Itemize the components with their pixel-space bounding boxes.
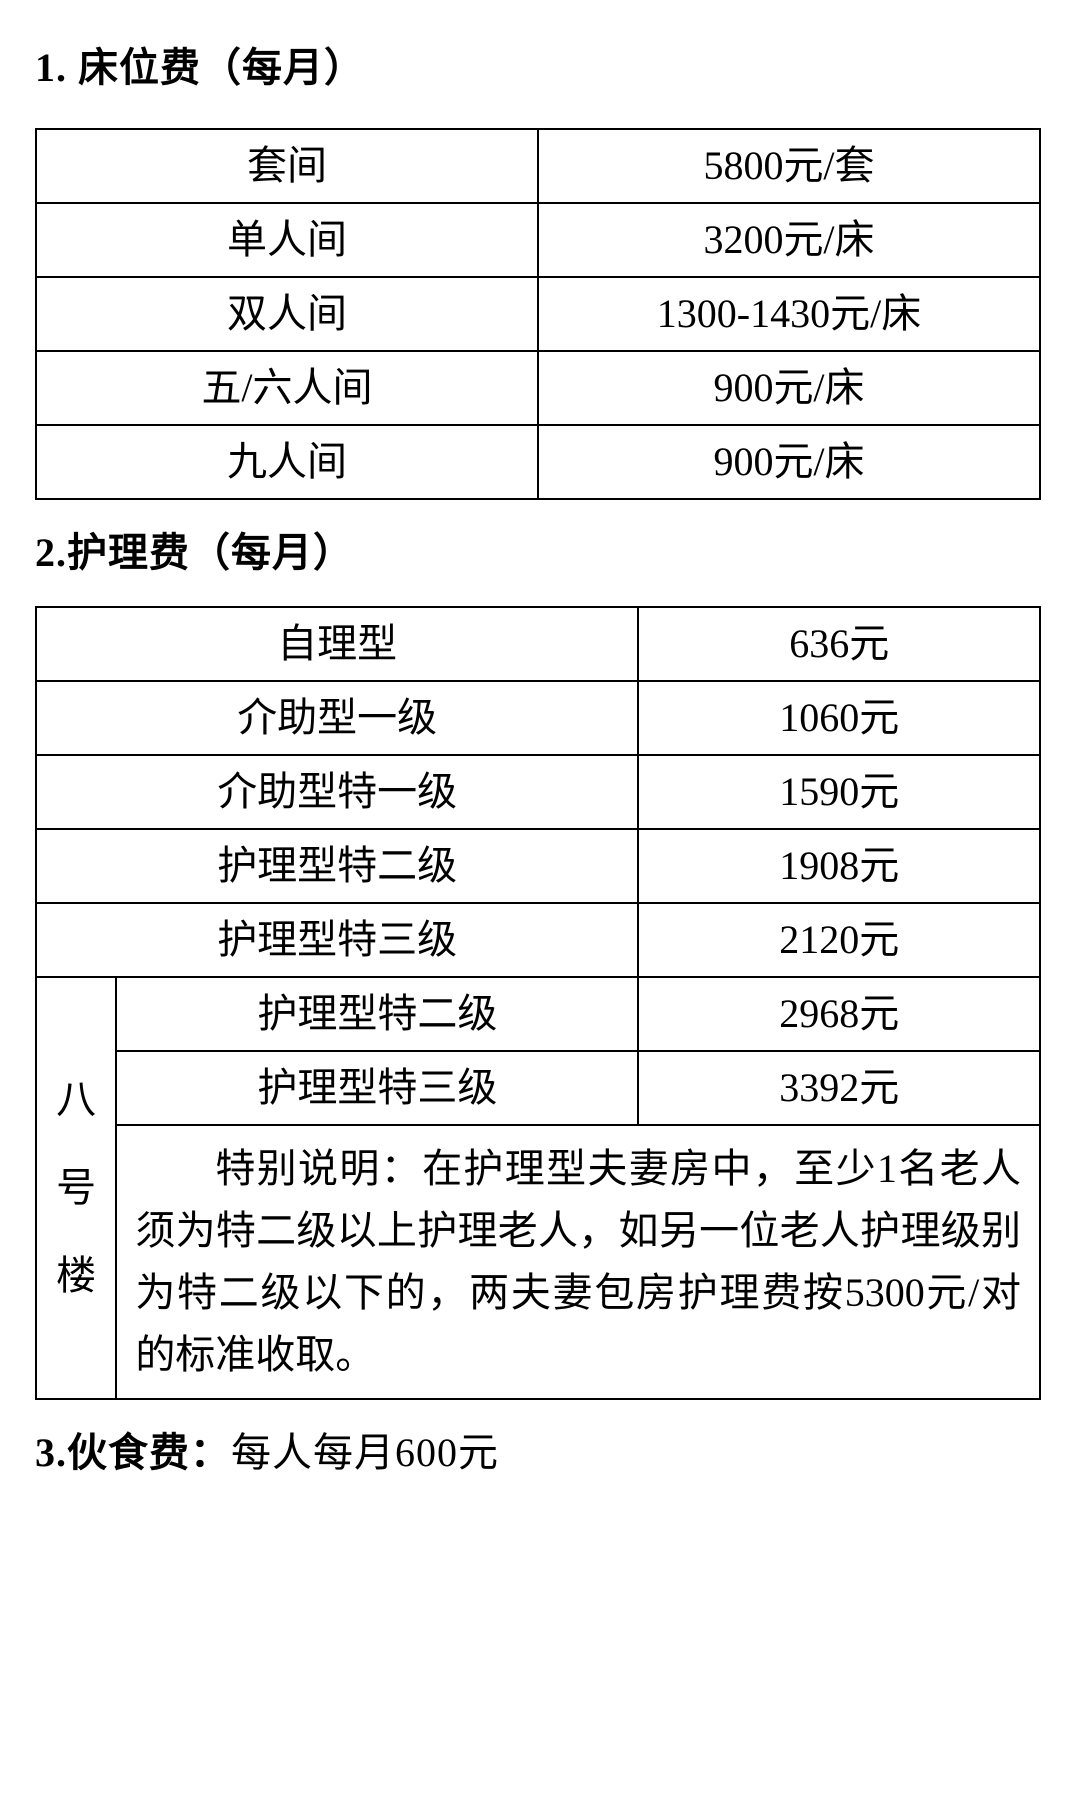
table-row: 介助型一级 1060元 (36, 681, 1040, 755)
table-row: 九人间 900元/床 (36, 425, 1040, 499)
table-row: 套间 5800元/套 (36, 129, 1040, 203)
section1-heading: 1. 床位费（每月） (35, 35, 1041, 93)
bed-fee-table: 套间 5800元/套 单人间 3200元/床 双人间 1300-1430元/床 … (35, 128, 1041, 500)
table-row: 特别说明：在护理型夫妻房中，至少1名老人须为特二级以上护理老人，如另一位老人护理… (36, 1125, 1040, 1399)
care-type-cell: 介助型特一级 (36, 755, 638, 829)
care-type-cell: 护理型特三级 (36, 903, 638, 977)
table-row: 五/六人间 900元/床 (36, 351, 1040, 425)
care-price-cell: 3392元 (638, 1051, 1040, 1125)
special-note-cell: 特别说明：在护理型夫妻房中，至少1名老人须为特二级以上护理老人，如另一位老人护理… (116, 1125, 1040, 1399)
table-row: 护理型特二级 1908元 (36, 829, 1040, 903)
section3-text: 每人每月600元 (231, 1430, 499, 1475)
table-row: 八号楼 护理型特二级 2968元 (36, 977, 1040, 1051)
care-price-cell: 1590元 (638, 755, 1040, 829)
room-price-cell: 900元/床 (538, 351, 1040, 425)
table-row: 双人间 1300-1430元/床 (36, 277, 1040, 351)
care-type-cell: 自理型 (36, 607, 638, 681)
room-type-cell: 单人间 (36, 203, 538, 277)
table-row: 单人间 3200元/床 (36, 203, 1040, 277)
table-row: 自理型 636元 (36, 607, 1040, 681)
care-fee-table: 自理型 636元 介助型一级 1060元 介助型特一级 1590元 护理型特二级… (35, 606, 1041, 1400)
room-price-cell: 3200元/床 (538, 203, 1040, 277)
care-type-cell: 护理型特二级 (36, 829, 638, 903)
room-type-cell: 五/六人间 (36, 351, 538, 425)
building-label-cell: 八号楼 (36, 977, 116, 1399)
room-price-cell: 1300-1430元/床 (538, 277, 1040, 351)
care-type-cell: 护理型特三级 (116, 1051, 638, 1125)
section3-label: 3.伙食费： (35, 1430, 231, 1475)
care-price-cell: 636元 (638, 607, 1040, 681)
room-type-cell: 套间 (36, 129, 538, 203)
care-price-cell: 1908元 (638, 829, 1040, 903)
room-price-cell: 5800元/套 (538, 129, 1040, 203)
care-price-cell: 2968元 (638, 977, 1040, 1051)
care-type-cell: 护理型特二级 (116, 977, 638, 1051)
room-price-cell: 900元/床 (538, 425, 1040, 499)
table-row: 护理型特三级 3392元 (36, 1051, 1040, 1125)
table-row: 介助型特一级 1590元 (36, 755, 1040, 829)
care-price-cell: 2120元 (638, 903, 1040, 977)
room-type-cell: 九人间 (36, 425, 538, 499)
care-price-cell: 1060元 (638, 681, 1040, 755)
section2-heading: 2.护理费（每月） (35, 520, 1041, 578)
section3-heading: 3.伙食费：每人每月600元 (35, 1420, 1041, 1478)
table-row: 护理型特三级 2120元 (36, 903, 1040, 977)
room-type-cell: 双人间 (36, 277, 538, 351)
care-type-cell: 介助型一级 (36, 681, 638, 755)
